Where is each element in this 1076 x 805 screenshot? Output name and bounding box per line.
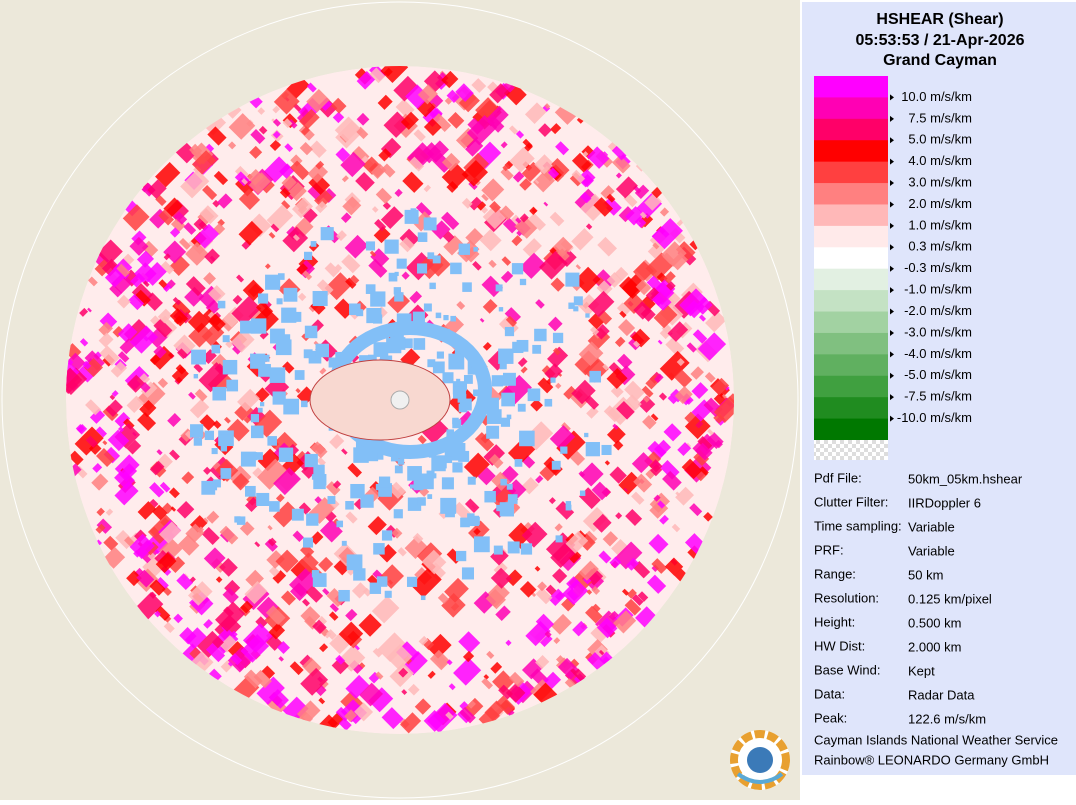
logo [730, 730, 790, 790]
legend-swatch [814, 76, 888, 98]
legend-label: 10.0 m/s/km [901, 89, 972, 104]
info-label: Clutter Filter: [814, 494, 888, 509]
info-label: Height: [814, 614, 855, 629]
info-label: Pdf File: [814, 470, 862, 485]
legend-tick [890, 308, 894, 315]
info-label: Data: [814, 686, 845, 701]
legend: 10.0 m/s/km 7.5 m/s/km 5.0 m/s/km 4.0 m/s/k… [814, 76, 972, 441]
legend-label: 7.5 m/s/km [908, 110, 972, 125]
info-label: Resolution: [814, 590, 879, 605]
legend-label: -5.0 m/s/km [904, 367, 972, 382]
legend-label: -10.0 m/s/km [897, 410, 972, 425]
info-value: 0.500 km [908, 615, 961, 630]
legend-label: -4.0 m/s/km [904, 346, 972, 361]
legend-tick [890, 222, 894, 229]
info-value: Radar Data [908, 687, 975, 702]
legend-swatch [814, 290, 888, 313]
legend-tick [890, 158, 894, 165]
legend-tick [890, 287, 894, 294]
footer-line: Rainbow® LEONARDO Germany GmbH [814, 752, 1049, 767]
legend-swatch [814, 161, 888, 184]
info-label: Time sampling: [814, 518, 902, 533]
legend-label: 4.0 m/s/km [908, 153, 972, 168]
info-label: HW Dist: [814, 638, 865, 653]
title: HSHEAR (Shear) [876, 11, 1003, 28]
legend-label: -3.0 m/s/km [904, 324, 972, 339]
legend-tick [890, 94, 894, 101]
legend-swatch [814, 247, 888, 270]
site-name: Grand Cayman [883, 52, 997, 69]
legend-tick [890, 137, 894, 144]
legend-tick [890, 265, 894, 272]
no-data-swatch [814, 440, 888, 460]
info-value: Variable [908, 543, 955, 558]
radar-image [66, 66, 734, 734]
legend-label: -7.5 m/s/km [904, 389, 972, 404]
legend-swatch [814, 418, 888, 441]
legend-label: 2.0 m/s/km [908, 196, 972, 211]
legend-swatch [814, 118, 888, 141]
legend-label: -0.3 m/s/km [904, 260, 972, 275]
legend-swatch [814, 140, 888, 163]
info-value: Kept [908, 663, 935, 678]
legend-label: 1.0 m/s/km [908, 217, 972, 232]
legend-label: -2.0 m/s/km [904, 303, 972, 318]
legend-tick [890, 115, 894, 122]
range-ring [1, 1, 799, 799]
legend-tick [890, 415, 894, 422]
legend-label: 5.0 m/s/km [908, 132, 972, 147]
info-label: Peak: [814, 710, 847, 725]
info-table: Pdf File: 50km_05km.hshear Clutter Filter:… [814, 470, 1058, 767]
legend-swatch [814, 97, 888, 120]
legend-tick [890, 351, 894, 358]
info-value: 2.000 km [908, 639, 961, 654]
footer-line: Cayman Islands National Weather Service [814, 732, 1058, 747]
legend-swatch [814, 183, 888, 205]
info-value: 0.125 km/pixel [908, 591, 992, 606]
panel-gap [802, 775, 1076, 800]
legend-tick [890, 329, 894, 336]
legend-swatch [814, 268, 888, 291]
legend-tick [890, 201, 894, 208]
legend-label: 3.0 m/s/km [908, 174, 972, 189]
info-label: Range: [814, 566, 856, 581]
info-value: 122.6 m/s/km [908, 711, 986, 726]
info-value: 50 km [908, 567, 943, 582]
legend-tick [890, 372, 894, 379]
legend-tick [890, 244, 894, 251]
legend-tick [890, 394, 894, 401]
legend-label: -1.0 m/s/km [904, 282, 972, 297]
legend-swatch [814, 354, 888, 377]
info-label: PRF: [814, 542, 844, 557]
info-value: Variable [908, 519, 955, 534]
info-value: 50km_05km.hshear [908, 471, 1023, 486]
legend-swatch [814, 332, 888, 355]
legend-swatch [814, 397, 888, 420]
info-value: IIRDoppler 6 [908, 495, 981, 510]
legend-tick [890, 180, 894, 187]
legend-swatch [814, 375, 888, 398]
legend-swatch [814, 225, 888, 248]
legend-label: 0.3 m/s/km [908, 239, 972, 254]
legend-swatch [814, 311, 888, 334]
timestamp: 05:53:53 / 21-Apr-2026 [856, 32, 1025, 49]
legend-swatch [814, 204, 888, 227]
info-label: Base Wind: [814, 662, 880, 677]
